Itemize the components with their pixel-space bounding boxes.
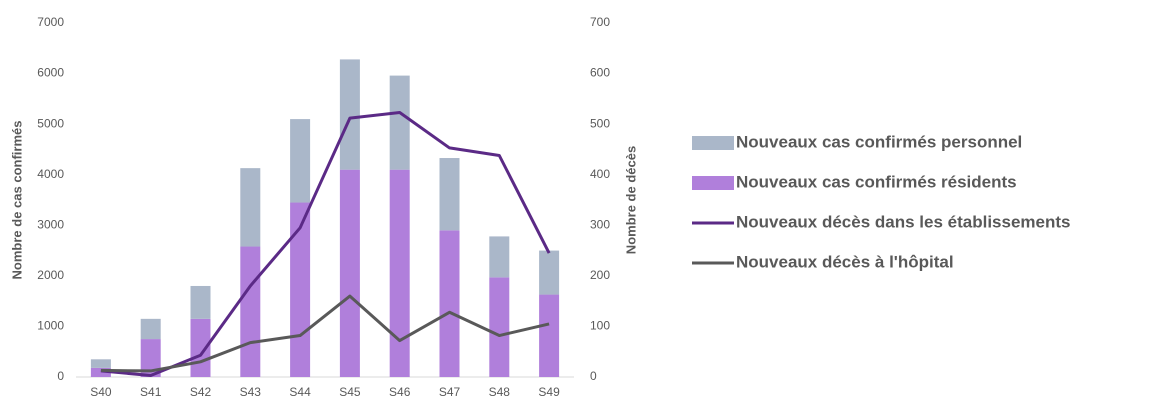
y2-tick-label: 500 <box>590 116 610 130</box>
x-tick-label: S46 <box>389 385 411 399</box>
line <box>100 294 550 373</box>
bar <box>439 158 460 231</box>
x-tick-label: S41 <box>140 385 162 399</box>
y-tick-label: 5000 <box>37 116 64 130</box>
y-tick-label: 4000 <box>37 167 64 181</box>
bar <box>439 230 460 377</box>
bar <box>240 246 261 377</box>
legend-swatch <box>692 136 734 150</box>
legend-label: Nouveaux décès à l'hôpital <box>736 252 954 271</box>
bar <box>190 285 211 319</box>
legend-swatch <box>692 176 734 190</box>
y2-tick-label: 300 <box>590 217 610 231</box>
y-tick-label: 6000 <box>37 66 64 80</box>
y-tick-label: 0 <box>57 369 64 383</box>
line <box>100 111 551 377</box>
legend-label: Nouveaux cas confirmés résidents <box>736 172 1017 191</box>
x-tick-label: S49 <box>538 385 560 399</box>
bar <box>489 236 510 278</box>
x-tick-label: S47 <box>439 385 461 399</box>
x-tick-label: S45 <box>339 385 361 399</box>
bar <box>90 367 111 377</box>
legend-label: Nouveaux cas confirmés personnel <box>736 132 1022 151</box>
y2-tick-label: 600 <box>590 66 610 80</box>
bar <box>339 59 360 170</box>
y-tick-label: 7000 <box>37 15 64 29</box>
bar <box>389 75 410 170</box>
bar <box>339 169 360 377</box>
y-tick-label: 3000 <box>37 217 64 231</box>
bar <box>290 119 311 203</box>
bar <box>90 359 111 368</box>
y2-tick-label: 100 <box>590 319 610 333</box>
x-tick-label: S42 <box>190 385 212 399</box>
x-tick-label: S43 <box>240 385 262 399</box>
y2-axis-title: Nombre de décès <box>623 146 638 254</box>
y-axis-title: Nombre de cas confirmés <box>9 121 24 280</box>
y-tick-label: 2000 <box>37 268 64 282</box>
bar <box>240 168 261 247</box>
y2-tick-label: 700 <box>590 15 610 29</box>
bar <box>539 250 560 295</box>
bar <box>389 169 410 377</box>
y2-tick-label: 400 <box>590 167 610 181</box>
bar <box>140 318 161 340</box>
x-tick-label: S44 <box>289 385 311 399</box>
legend-label: Nouveaux décès dans les établissements <box>736 212 1071 231</box>
x-tick-label: S48 <box>489 385 511 399</box>
y2-tick-label: 0 <box>590 369 597 383</box>
x-tick-label: S40 <box>90 385 112 399</box>
bar <box>539 294 560 377</box>
bar <box>140 339 161 377</box>
y2-tick-label: 200 <box>590 268 610 282</box>
bar <box>489 277 510 377</box>
y-tick-label: 1000 <box>37 319 64 333</box>
